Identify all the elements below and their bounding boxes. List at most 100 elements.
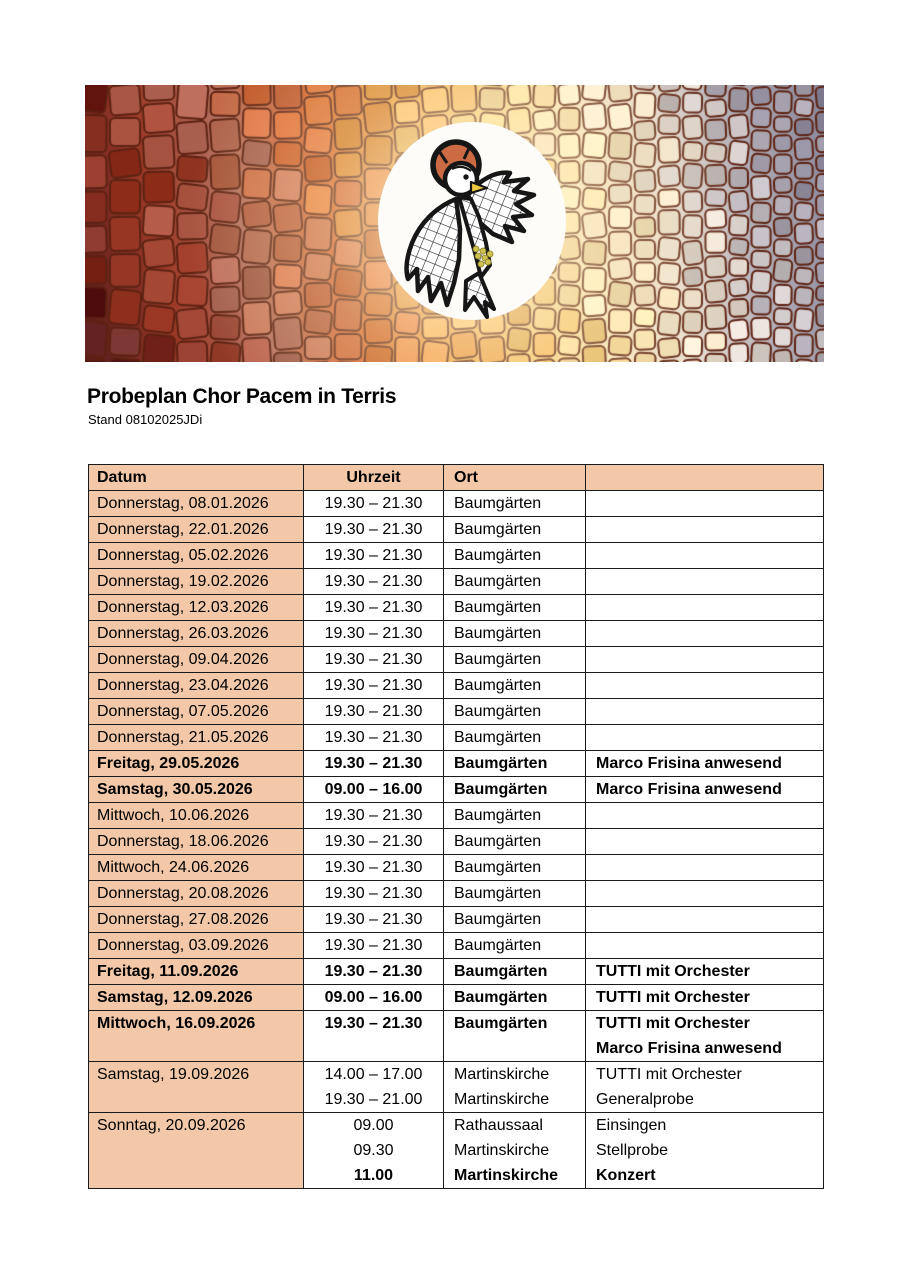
uhrzeit-cell: 19.30 – 21.30	[303, 542, 444, 569]
table-row: Donnerstag, 12.03.2026 19.30 – 21.30 Baumg…	[88, 594, 824, 621]
table-row: Donnerstag, 27.08.2026 19.30 – 21.30 Baumg…	[88, 906, 824, 933]
peace-dove-logo	[378, 122, 566, 320]
note-cell	[585, 594, 824, 621]
ort-cell: Baumgärten	[443, 828, 586, 855]
datum-cell: Freitag, 11.09.2026	[88, 958, 304, 985]
datum-cell: Donnerstag, 05.02.2026	[88, 542, 304, 569]
dove-eye	[463, 174, 469, 180]
header-notes	[585, 464, 824, 491]
ort-cell: Baumgärten	[443, 568, 586, 595]
datum-cell: Sonntag, 20.09.2026	[88, 1112, 304, 1189]
datum-cell: Donnerstag, 23.04.2026	[88, 672, 304, 699]
datum-cell: Samstag, 19.09.2026	[88, 1061, 304, 1113]
ort-cell: Baumgärten	[443, 802, 586, 829]
note-cell: Marco Frisina anwesend	[585, 776, 824, 803]
uhrzeit-cell: 19.30 – 21.30	[303, 932, 444, 959]
ort-cell: Baumgärten	[443, 516, 586, 543]
header-datum: Datum	[88, 464, 304, 491]
datum-cell: Donnerstag, 20.08.2026	[88, 880, 304, 907]
datum-cell: Donnerstag, 12.03.2026	[88, 594, 304, 621]
dove-head	[442, 160, 480, 198]
ort-cell: Baumgärten	[443, 698, 586, 725]
table-row: Donnerstag, 26.03.2026 19.30 – 21.30 Baumg…	[88, 620, 824, 647]
ort-cell: Martinskirche Martinskirche	[443, 1061, 586, 1113]
uhrzeit-cell: 19.30 – 21.30	[303, 724, 444, 751]
ort-cell: Baumgärten	[443, 958, 586, 985]
datum-cell: Freitag, 29.05.2026	[88, 750, 304, 777]
table-header-row: Datum Uhrzeit Ort	[88, 464, 824, 491]
rehearsal-table: Datum Uhrzeit Ort Donnerstag, 08.01.2026…	[88, 464, 824, 1189]
ort-cell: Baumgärten	[443, 880, 586, 907]
note-cell	[585, 698, 824, 725]
note-cell	[585, 828, 824, 855]
uhrzeit-cell: 19.30 – 21.30	[303, 516, 444, 543]
left-wing	[404, 196, 463, 308]
dove-tail	[463, 271, 496, 319]
page-title: Probeplan Chor Pacem in Terris	[87, 385, 397, 408]
uhrzeit-cell: 14.00 – 17.00 19.30 – 21.00	[303, 1061, 444, 1113]
ort-cell: Baumgärten	[443, 542, 586, 569]
note-cell: Marco Frisina anwesend	[585, 750, 824, 777]
note-cell	[585, 802, 824, 829]
table-row: Donnerstag, 19.02.2026 19.30 – 21.30 Baumg…	[88, 568, 824, 595]
table-row: Donnerstag, 21.05.2026 19.30 – 21.30 Baumg…	[88, 724, 824, 751]
ort-cell: Baumgärten	[443, 984, 586, 1011]
table-row: Donnerstag, 08.01.2026 19.30 – 21.30 Baumg…	[88, 490, 824, 517]
table-row: Donnerstag, 18.06.2026 19.30 – 21.30 Baumg…	[88, 828, 824, 855]
header-ort: Ort	[443, 464, 586, 491]
uhrzeit-cell: 19.30 – 21.30	[303, 646, 444, 673]
table-row: Donnerstag, 22.01.2026 19.30 – 21.30 Baumg…	[88, 516, 824, 543]
note-cell	[585, 906, 824, 933]
grape-cluster	[472, 245, 494, 268]
rehearsal-table-body: Donnerstag, 08.01.2026 19.30 – 21.30 Baumg…	[88, 490, 824, 1189]
ort-cell: Baumgärten	[443, 776, 586, 803]
uhrzeit-cell: 19.30 – 21.30	[303, 568, 444, 595]
uhrzeit-cell: 19.30 – 21.30	[303, 958, 444, 985]
table-row: Mittwoch, 10.06.2026 19.30 – 21.30 Baumgär…	[88, 802, 824, 829]
datum-cell: Donnerstag, 18.06.2026	[88, 828, 304, 855]
datum-cell: Donnerstag, 22.01.2026	[88, 516, 304, 543]
datum-cell: Donnerstag, 26.03.2026	[88, 620, 304, 647]
note-cell	[585, 620, 824, 647]
uhrzeit-cell: 19.30 – 21.30	[303, 750, 444, 777]
note-cell	[585, 542, 824, 569]
header-uhrzeit: Uhrzeit	[303, 464, 444, 491]
datum-cell: Donnerstag, 21.05.2026	[88, 724, 304, 751]
page-subtitle: Stand 08102025JDi	[88, 412, 203, 427]
ort-cell: Baumgärten	[443, 854, 586, 881]
ort-cell: Baumgärten	[443, 906, 586, 933]
table-row: Sonntag, 20.09.2026 09.00 09.30 11.00 Rathau…	[88, 1112, 824, 1189]
uhrzeit-cell: 19.30 – 21.30	[303, 698, 444, 725]
ort-cell: Baumgärten	[443, 750, 586, 777]
datum-cell: Donnerstag, 07.05.2026	[88, 698, 304, 725]
uhrzeit-cell: 19.30 – 21.30	[303, 828, 444, 855]
note-cell	[585, 724, 824, 751]
datum-cell: Donnerstag, 03.09.2026	[88, 932, 304, 959]
table-row: Samstag, 30.05.2026 09.00 – 16.00 Baumgärt…	[88, 776, 824, 803]
ort-cell: Baumgärten	[443, 620, 586, 647]
table-row: Donnerstag, 09.04.2026 19.30 – 21.30 Baumg…	[88, 646, 824, 673]
uhrzeit-cell: 09.00 – 16.00	[303, 776, 444, 803]
datum-cell: Donnerstag, 08.01.2026	[88, 490, 304, 517]
note-cell	[585, 490, 824, 517]
datum-cell: Donnerstag, 09.04.2026	[88, 646, 304, 673]
uhrzeit-cell: 19.30 – 21.30	[303, 672, 444, 699]
datum-cell: Mittwoch, 16.09.2026	[88, 1010, 304, 1062]
note-cell	[585, 516, 824, 543]
uhrzeit-cell: 09.00 – 16.00	[303, 984, 444, 1011]
note-cell	[585, 932, 824, 959]
table-row: Samstag, 19.09.2026 14.00 – 17.00 19.30 – …	[88, 1061, 824, 1113]
ort-cell: Rathaussaal Martinskirche Martinskirche	[443, 1112, 586, 1189]
note-cell: TUTTI mit Orchester Generalprobe	[585, 1061, 824, 1113]
ort-cell: Baumgärten	[443, 672, 586, 699]
table-row: Donnerstag, 23.04.2026 19.30 – 21.30 Baumg…	[88, 672, 824, 699]
uhrzeit-cell: 19.30 – 21.30	[303, 880, 444, 907]
table-row: Donnerstag, 03.09.2026 19.30 – 21.30 Baumg…	[88, 932, 824, 959]
table-row: Donnerstag, 05.02.2026 19.30 – 21.30 Baumg…	[88, 542, 824, 569]
table-row: Samstag, 12.09.2026 09.00 – 16.00 Baumgärt…	[88, 984, 824, 1011]
note-cell: Einsingen Stellprobe Konzert	[585, 1112, 824, 1189]
ort-cell: Baumgärten	[443, 594, 586, 621]
ort-cell: Baumgärten	[443, 490, 586, 517]
uhrzeit-cell: 19.30 – 21.30	[303, 620, 444, 647]
